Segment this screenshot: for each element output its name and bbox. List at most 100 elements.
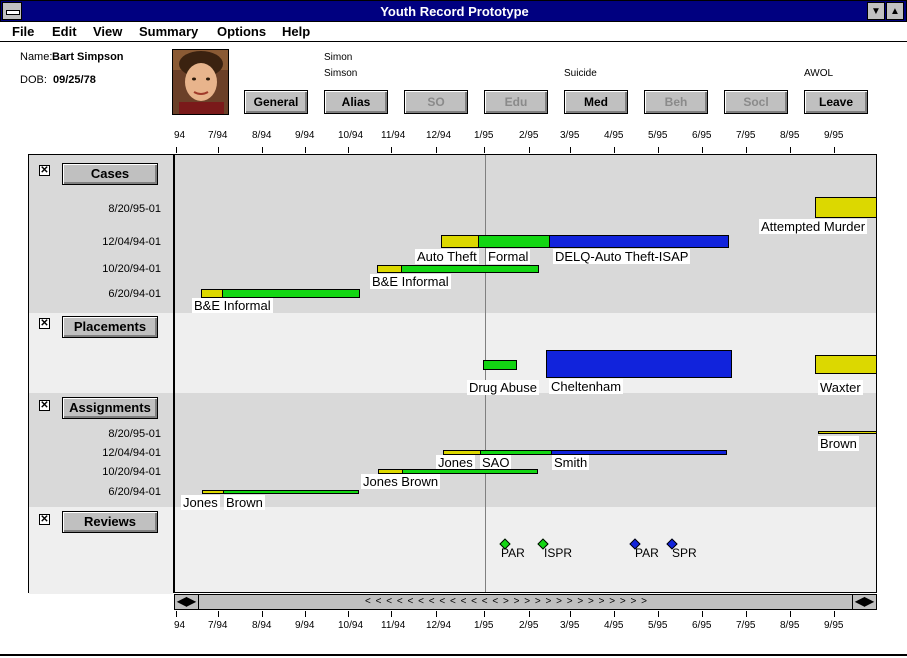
case-bar[interactable]: [401, 265, 539, 273]
socl-button[interactable]: Socl: [724, 90, 788, 114]
assignments-button[interactable]: Assignments: [62, 397, 158, 419]
placements-band: [175, 313, 876, 393]
leave-button[interactable]: Leave: [804, 90, 868, 114]
reviews-button[interactable]: Reviews: [62, 511, 158, 533]
placement-bar[interactable]: [546, 350, 732, 378]
alias-first-name: Simon: [324, 52, 353, 63]
timeline-tick-label: 6/95: [692, 130, 712, 141]
scroll-left-arrow-icon[interactable]: ◀▶: [175, 595, 199, 609]
menu-help[interactable]: Help: [282, 24, 311, 39]
timeline-tick-label: 7/94: [208, 620, 228, 631]
cases-button[interactable]: Cases: [62, 163, 158, 185]
timeline-tick-label: 9/94: [295, 130, 315, 141]
timeline-tick-mark: [484, 611, 485, 617]
timeline-tick-mark: [658, 611, 659, 617]
assignment-row-label: 12/04/94-01: [102, 447, 161, 459]
assignment-bar[interactable]: [551, 450, 727, 455]
assignment-label: SAO: [480, 455, 512, 470]
review-label: ISPR: [544, 546, 573, 560]
timeline-tick-mark: [614, 147, 615, 153]
assignment-bar[interactable]: [818, 431, 876, 434]
timeline-tick-label: 5/95: [648, 620, 668, 631]
assignment-label: Brown: [818, 436, 859, 451]
assignment-label: Brown: [224, 495, 265, 510]
timeline-tick-label: 10/94: [338, 620, 364, 631]
placement-label: Waxter: [818, 380, 863, 395]
menu-options[interactable]: Options: [217, 24, 267, 39]
timeline-tick-label: 8/95: [780, 130, 800, 141]
menu-edit[interactable]: Edit: [52, 24, 77, 39]
timeline-tick-mark: [305, 611, 306, 617]
reviews-band: [175, 507, 876, 592]
timeline-scrollbar[interactable]: ◀▶ < < < < < < < < < < < < < > > > > > >…: [174, 594, 877, 610]
timeline-tick-mark: [176, 147, 177, 153]
timeline-tick-label: 4/95: [604, 130, 624, 141]
case-row-label: 8/20/95-01: [108, 203, 161, 215]
beh-button[interactable]: Beh: [644, 90, 708, 114]
placements-button[interactable]: Placements: [62, 316, 158, 338]
case-bar[interactable]: [549, 235, 729, 248]
med-button[interactable]: Med: [564, 90, 628, 114]
timeline-tick-label: 94: [174, 130, 186, 141]
alias-last-name: Simson: [324, 68, 358, 79]
edu-button[interactable]: Edu: [484, 90, 548, 114]
placement-bar[interactable]: [815, 355, 876, 374]
timeline-tick-label: 10/94: [338, 130, 364, 141]
case-label: Auto Theft: [415, 249, 479, 264]
timeline-tick-mark: [702, 611, 703, 617]
assignment-row-label: 6/20/94-01: [108, 486, 161, 498]
review-label: PAR: [501, 546, 525, 560]
case-bar[interactable]: [815, 197, 876, 218]
cases-checkbox[interactable]: ✕: [39, 165, 50, 176]
timeline-tick-mark: [702, 147, 703, 153]
timeline-tick-mark: [391, 147, 392, 153]
maximize-button[interactable]: ▲: [886, 2, 904, 20]
timeline-tick-label: 12/94: [426, 620, 452, 631]
timeline-tick-mark: [436, 147, 437, 153]
timeline-tick-label: 1/95: [474, 620, 494, 631]
youth-dob: 09/25/78: [53, 74, 96, 86]
case-bar[interactable]: [441, 235, 479, 248]
timeline-tick-mark: [262, 611, 263, 617]
timeline-tick-label: 8/94: [252, 620, 272, 631]
assignments-checkbox[interactable]: ✕: [39, 400, 50, 411]
assignment-bar[interactable]: [223, 490, 359, 494]
case-label: B&E Informal: [192, 298, 273, 313]
placements-checkbox[interactable]: ✕: [39, 318, 50, 329]
timeline-tick-mark: [529, 611, 530, 617]
assignment-bar[interactable]: [402, 469, 538, 474]
menu-bar: File Edit View Summary Options Help: [0, 22, 907, 42]
system-menu-icon[interactable]: [2, 2, 22, 20]
assignment-bar[interactable]: [202, 490, 224, 494]
timeline-tick-label: 8/94: [252, 130, 272, 141]
placement-label: Cheltenham: [549, 379, 624, 394]
assignment-label: Jones Brown: [361, 474, 441, 489]
case-bar[interactable]: [201, 289, 223, 298]
case-bar[interactable]: [478, 235, 550, 248]
timeline-tick-mark: [790, 147, 791, 153]
so-button[interactable]: SO: [404, 90, 468, 114]
scroll-right-arrow-icon[interactable]: ◀▶: [852, 595, 876, 609]
reviews-checkbox[interactable]: ✕: [39, 514, 50, 525]
placement-bar[interactable]: [483, 360, 517, 370]
timeline-tick-label: 94: [174, 620, 186, 631]
menu-summary[interactable]: Summary: [139, 24, 199, 39]
case-bar[interactable]: [222, 289, 360, 298]
case-label: Formal: [486, 249, 531, 264]
menu-file[interactable]: File: [12, 24, 35, 39]
alias-button[interactable]: Alias: [324, 90, 388, 114]
general-button[interactable]: General: [244, 90, 308, 114]
timeline-tick-label: 1/95: [474, 130, 494, 141]
timeline-tick-label: 8/95: [780, 620, 800, 631]
section-panel: ✕ Cases 8/20/95-01 12/04/94-01 10/20/94-…: [28, 154, 175, 594]
minimize-button[interactable]: ▼: [867, 2, 885, 20]
scroll-thumb[interactable]: < < < < < < < < < < < < < > > > > > > > …: [365, 596, 648, 607]
case-bar[interactable]: [377, 265, 402, 273]
menu-view[interactable]: View: [93, 24, 123, 39]
assignment-row-label: 10/20/94-01: [102, 466, 161, 478]
youth-photo: [172, 49, 229, 115]
timeline-tick-label: 7/95: [736, 130, 756, 141]
timeline-tick-mark: [391, 611, 392, 617]
review-label: SPR: [672, 546, 697, 560]
assignment-row-label: 8/20/95-01: [108, 428, 161, 440]
